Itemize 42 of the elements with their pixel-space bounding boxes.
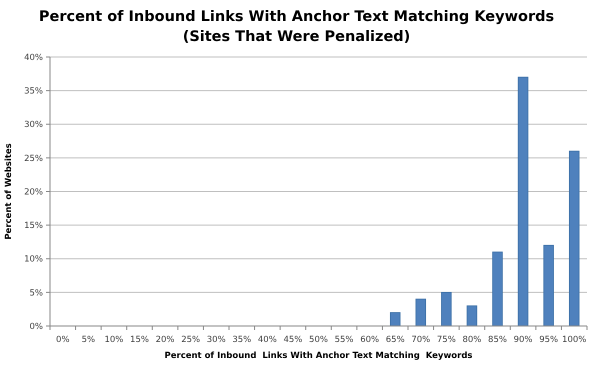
x-tick-label: 75% xyxy=(436,335,456,345)
x-tick-label: 95% xyxy=(539,335,558,345)
x-tick-label: 5% xyxy=(82,335,96,345)
y-tick-label: 15% xyxy=(24,221,43,232)
x-tick-label: 20% xyxy=(156,335,175,345)
bar xyxy=(543,244,554,326)
x-tick-label: 10% xyxy=(104,335,124,345)
x-tick-label: 30% xyxy=(206,335,226,345)
y-tick-label: 20% xyxy=(24,187,43,198)
y-tick-label: 30% xyxy=(24,120,43,130)
x-tick-label: 55% xyxy=(334,335,354,345)
x-tick-label: 50% xyxy=(309,335,328,345)
x-tick-label: 70% xyxy=(411,335,430,345)
bar xyxy=(441,292,452,326)
y-tick-label: 5% xyxy=(30,288,43,298)
x-tick-label: 25% xyxy=(181,335,200,345)
y-axis-title: Percent of Websites xyxy=(4,143,14,240)
x-tick-label: 65% xyxy=(386,335,405,345)
x-tick-label: 45% xyxy=(283,335,302,345)
x-tick-label: 40% xyxy=(258,335,277,345)
y-tick-label: 0% xyxy=(30,322,43,332)
chart-subtitle: (Sites That Were Penalized) xyxy=(182,29,410,45)
y-tick-label: 10% xyxy=(24,254,43,265)
bar xyxy=(568,150,580,326)
x-tick-label: 80% xyxy=(462,335,482,345)
bar xyxy=(416,298,426,326)
bar xyxy=(518,76,528,326)
x-tick-label: 35% xyxy=(232,335,252,345)
y-tick-label: 25% xyxy=(24,154,43,164)
bar xyxy=(390,312,400,326)
y-tick-label: 40% xyxy=(24,52,43,63)
x-tick-label: 60% xyxy=(360,335,380,345)
x-tick-label: 85% xyxy=(488,335,507,345)
x-tick-label: 15% xyxy=(130,335,149,345)
x-tick-label: 90% xyxy=(514,335,533,345)
x-axis-title: Percent of Inbound Links With Anchor Text Matching Keywords xyxy=(164,351,472,361)
x-tick-label: 100% xyxy=(562,335,586,345)
x-tick-label: 0% xyxy=(56,335,70,345)
bar xyxy=(466,305,478,326)
y-tick-label: 35% xyxy=(24,86,43,97)
bar xyxy=(492,252,503,326)
chart-title: Percent of Inbound Links With Anchor Text Matching Keywords xyxy=(38,9,554,25)
